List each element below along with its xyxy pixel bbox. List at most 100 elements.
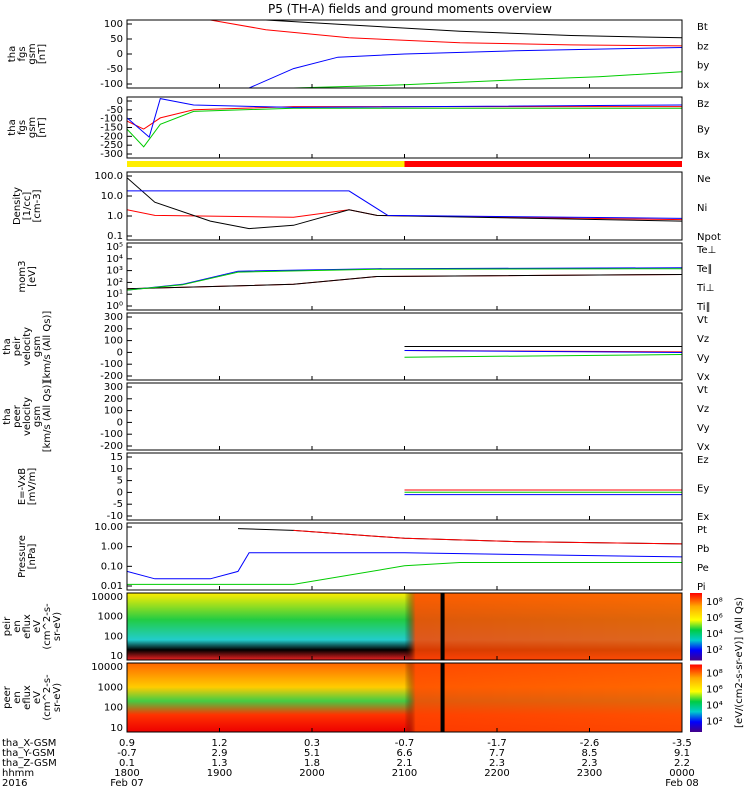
y-tick-label: 200	[104, 324, 123, 335]
y-axis-label: thapeirvelocitygsm[km/s (All Qs)]	[2, 311, 53, 383]
colorbar-label: [eV/(cm2-s-sr-eV)] (All Qs)	[734, 597, 745, 728]
colorbar-tick-label: 10⁸	[706, 597, 723, 608]
y-tick-label: 200	[104, 394, 123, 405]
y-tick-label: -200	[100, 131, 123, 142]
x-axis-row-label: tha_Z-GSM	[2, 758, 57, 769]
y-tick-label: -50	[107, 105, 123, 116]
colorbar-tick-label: 10²	[706, 645, 723, 656]
panel-pressure: Pressure[nPa] 10.00 1.00 0.10 0.01 Pt Pb Pe Pi	[17, 522, 709, 593]
y-tick-label: 0.10	[101, 561, 123, 572]
series-line-pe	[127, 562, 682, 585]
series-line-npot	[127, 190, 682, 219]
panel-frame	[126, 452, 683, 521]
y-axis-label: thapeerenefluxeV(cm^2-s-sr-eV)	[0, 674, 63, 721]
legend-entry: Ti⊥	[696, 283, 714, 294]
legend-entry: Vt	[697, 315, 708, 326]
y-tick-label: -100	[100, 114, 123, 125]
plot-title: P5 (TH-A) fields and ground moments over…	[268, 2, 552, 16]
x-tick-label: 1.8	[304, 758, 320, 769]
y-tick-label: 300	[104, 312, 123, 323]
x-tick-label: 0.1	[119, 758, 135, 769]
y-tick-label: -200	[100, 371, 123, 382]
y-tick-label: 50	[110, 34, 123, 45]
series-line-bt	[127, 20, 682, 39]
legend-entry: bz	[697, 41, 709, 52]
series-line-ni	[127, 177, 682, 230]
y-axis-label: Pressure[nPa]	[17, 535, 38, 578]
legend-entry: Pb	[697, 544, 709, 555]
legend-entry: by	[697, 61, 709, 72]
x-axis-row-label: hhmm	[2, 768, 34, 779]
colorbar-tick-label: 10⁸	[706, 669, 723, 680]
legend-entry: Te∥	[696, 264, 713, 275]
legend-entry: Ex	[697, 512, 709, 523]
y-axis-label: mom3[eV]	[17, 261, 38, 293]
legend-entry: Pt	[697, 525, 707, 536]
y-tick-label: -200	[100, 441, 123, 452]
x-tick-label: 6.6	[397, 748, 413, 759]
series-line-ne	[127, 209, 682, 221]
colorbar-top	[690, 593, 702, 661]
colorbar-tick-label: 10⁶	[706, 613, 723, 624]
panel-velocity_peer: thapeervelocitygsm[km/s (All Qs)] 3002001…	[2, 381, 710, 453]
x-tick-label: -0.7	[117, 748, 137, 759]
legend-entry: Ni	[697, 203, 707, 214]
y-tick-label: 0.01	[101, 581, 123, 592]
series-line-pb	[293, 529, 682, 545]
y-tick-label: 100	[104, 19, 123, 30]
y-tick-label: 10	[110, 651, 123, 662]
flag-bar-red	[404, 161, 682, 167]
y-tick-label: 100	[104, 703, 123, 714]
x-tick-label: 2000	[299, 768, 324, 779]
x-axis-row-label: tha_Y-GSM	[2, 748, 55, 759]
y-tick-label: 0	[117, 487, 123, 498]
legend-entry: Vx	[697, 442, 710, 453]
y-tick-label: 1000	[98, 682, 123, 693]
y-tick-label: 10⁰	[106, 301, 123, 312]
colorbar-tick-label: 10⁶	[706, 685, 723, 696]
panel-frame	[126, 382, 683, 451]
legend-entry: Vy	[697, 423, 710, 434]
y-tick-label: -100	[100, 79, 123, 90]
x-tick-label: 2300	[577, 768, 602, 779]
y-tick-label: -100	[100, 429, 123, 440]
panels: thafgsgsm[nT]100500-50-100Btbzbybxthafgs…	[0, 19, 745, 734]
x-axis-row-label: 2016	[2, 778, 27, 789]
y-tick-label: 0	[117, 347, 123, 358]
panel-frame	[126, 171, 683, 241]
y-tick-label: 10	[110, 723, 123, 734]
y-tick-label: 100	[104, 406, 123, 417]
y-tick-label: 10.0	[101, 191, 123, 202]
x-tick-label: Feb 08	[665, 778, 699, 789]
x-tick-label: -2.6	[580, 738, 600, 749]
x-tick-label: 2.3	[489, 758, 505, 769]
legend-entry: By	[697, 125, 710, 136]
y-tick-label: 10000	[91, 662, 123, 673]
y-tick-label: 10¹	[106, 289, 123, 300]
y-tick-label: 0	[117, 96, 123, 107]
y-axis-label: thapeirenefluxeV(cm^2-s-sr-eV)	[0, 603, 63, 650]
series-line-pi	[127, 552, 682, 580]
x-tick-label: 0.9	[119, 738, 135, 749]
x-tick-label: 5.1	[304, 748, 320, 759]
y-tick-label: 0.1	[107, 231, 123, 242]
legend-entry: Vy	[697, 353, 710, 364]
x-tick-label: 2.3	[582, 758, 598, 769]
flag-bar-yellow	[127, 161, 405, 167]
y-axis-label: Density[1/cc][cm-3]	[12, 187, 43, 225]
legend-entry: Ne	[697, 174, 711, 185]
legend-entry: Npot	[697, 232, 721, 243]
y-tick-label: 100	[104, 631, 123, 642]
x-tick-label: 8.5	[582, 748, 598, 759]
x-tick-label: 2200	[484, 768, 509, 779]
y-tick-label: 10⁵	[106, 242, 123, 253]
panel-velocity_peir: thapeirvelocitygsm[km/s (All Qs)] 3002001…	[2, 311, 710, 383]
legend-entry: Ey	[697, 484, 709, 495]
y-tick-label: 10000	[91, 592, 123, 603]
legend-entry: Ti∥	[696, 302, 711, 313]
y-tick-label: 1000	[98, 612, 123, 623]
panel-fgs_gsm: thafgsgsm[nT] 100 50 0 -50 -100 Bt bz by bx	[7, 19, 709, 91]
legend-entry: Ez	[697, 455, 709, 466]
